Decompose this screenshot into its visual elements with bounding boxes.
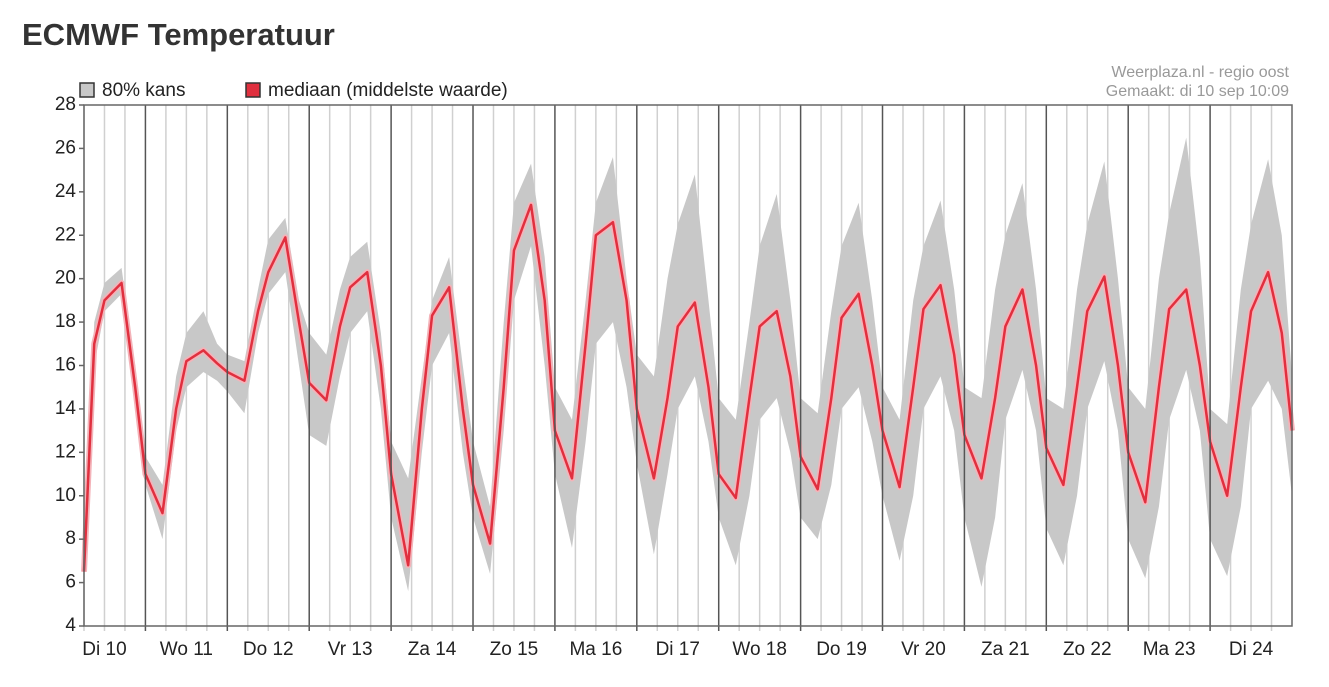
- x-tick-label: Do 12: [243, 639, 294, 660]
- legend-label: 80% kans: [102, 80, 185, 101]
- x-tick-label: Vr 13: [328, 639, 373, 660]
- legend-swatch: [79, 82, 95, 98]
- y-tick-label: 18: [55, 311, 76, 332]
- x-tick-label: Ma 23: [1143, 639, 1196, 660]
- x-tick-label: Za 21: [981, 639, 1030, 660]
- y-tick-label: 12: [55, 441, 76, 462]
- x-tick-label: Ma 16: [569, 639, 622, 660]
- x-tick-label: Zo 15: [490, 639, 539, 660]
- x-tick-label: Do 19: [816, 639, 867, 660]
- legend-swatch: [245, 82, 261, 98]
- y-tick-label: 10: [55, 485, 76, 506]
- y-tick-label: 24: [55, 181, 77, 202]
- y-tick-label: 8: [65, 528, 76, 549]
- y-tick-label: 22: [55, 224, 76, 245]
- y-tick-label: 14: [55, 398, 77, 419]
- y-tick-label: 28: [55, 94, 76, 115]
- annotation: Weerplaza.nl - regio oost: [1111, 64, 1289, 81]
- y-tick-label: 4: [65, 615, 76, 636]
- x-tick-label: Di 24: [1229, 639, 1274, 660]
- chart-title: ECMWF Temperatuur: [22, 17, 335, 52]
- x-tick-label: Wo 18: [732, 639, 787, 660]
- y-tick-label: 20: [55, 268, 76, 289]
- x-tick-label: Di 10: [82, 639, 126, 660]
- x-tick-label: Di 17: [656, 639, 700, 660]
- x-tick-label: Vr 20: [901, 639, 946, 660]
- band-area: [84, 137, 1292, 592]
- x-tick-label: Zo 22: [1063, 639, 1112, 660]
- y-tick-label: 26: [55, 137, 76, 158]
- x-tick-label: Wo 11: [160, 639, 213, 660]
- annotation: Gemaakt: di 10 sep 10:09: [1106, 83, 1289, 100]
- x-tick-label: Za 14: [408, 639, 457, 660]
- legend-label: mediaan (middelste waarde): [268, 80, 508, 101]
- y-tick-label: 6: [65, 572, 76, 593]
- median-line: [82, 203, 1294, 572]
- y-tick-label: 16: [55, 355, 76, 376]
